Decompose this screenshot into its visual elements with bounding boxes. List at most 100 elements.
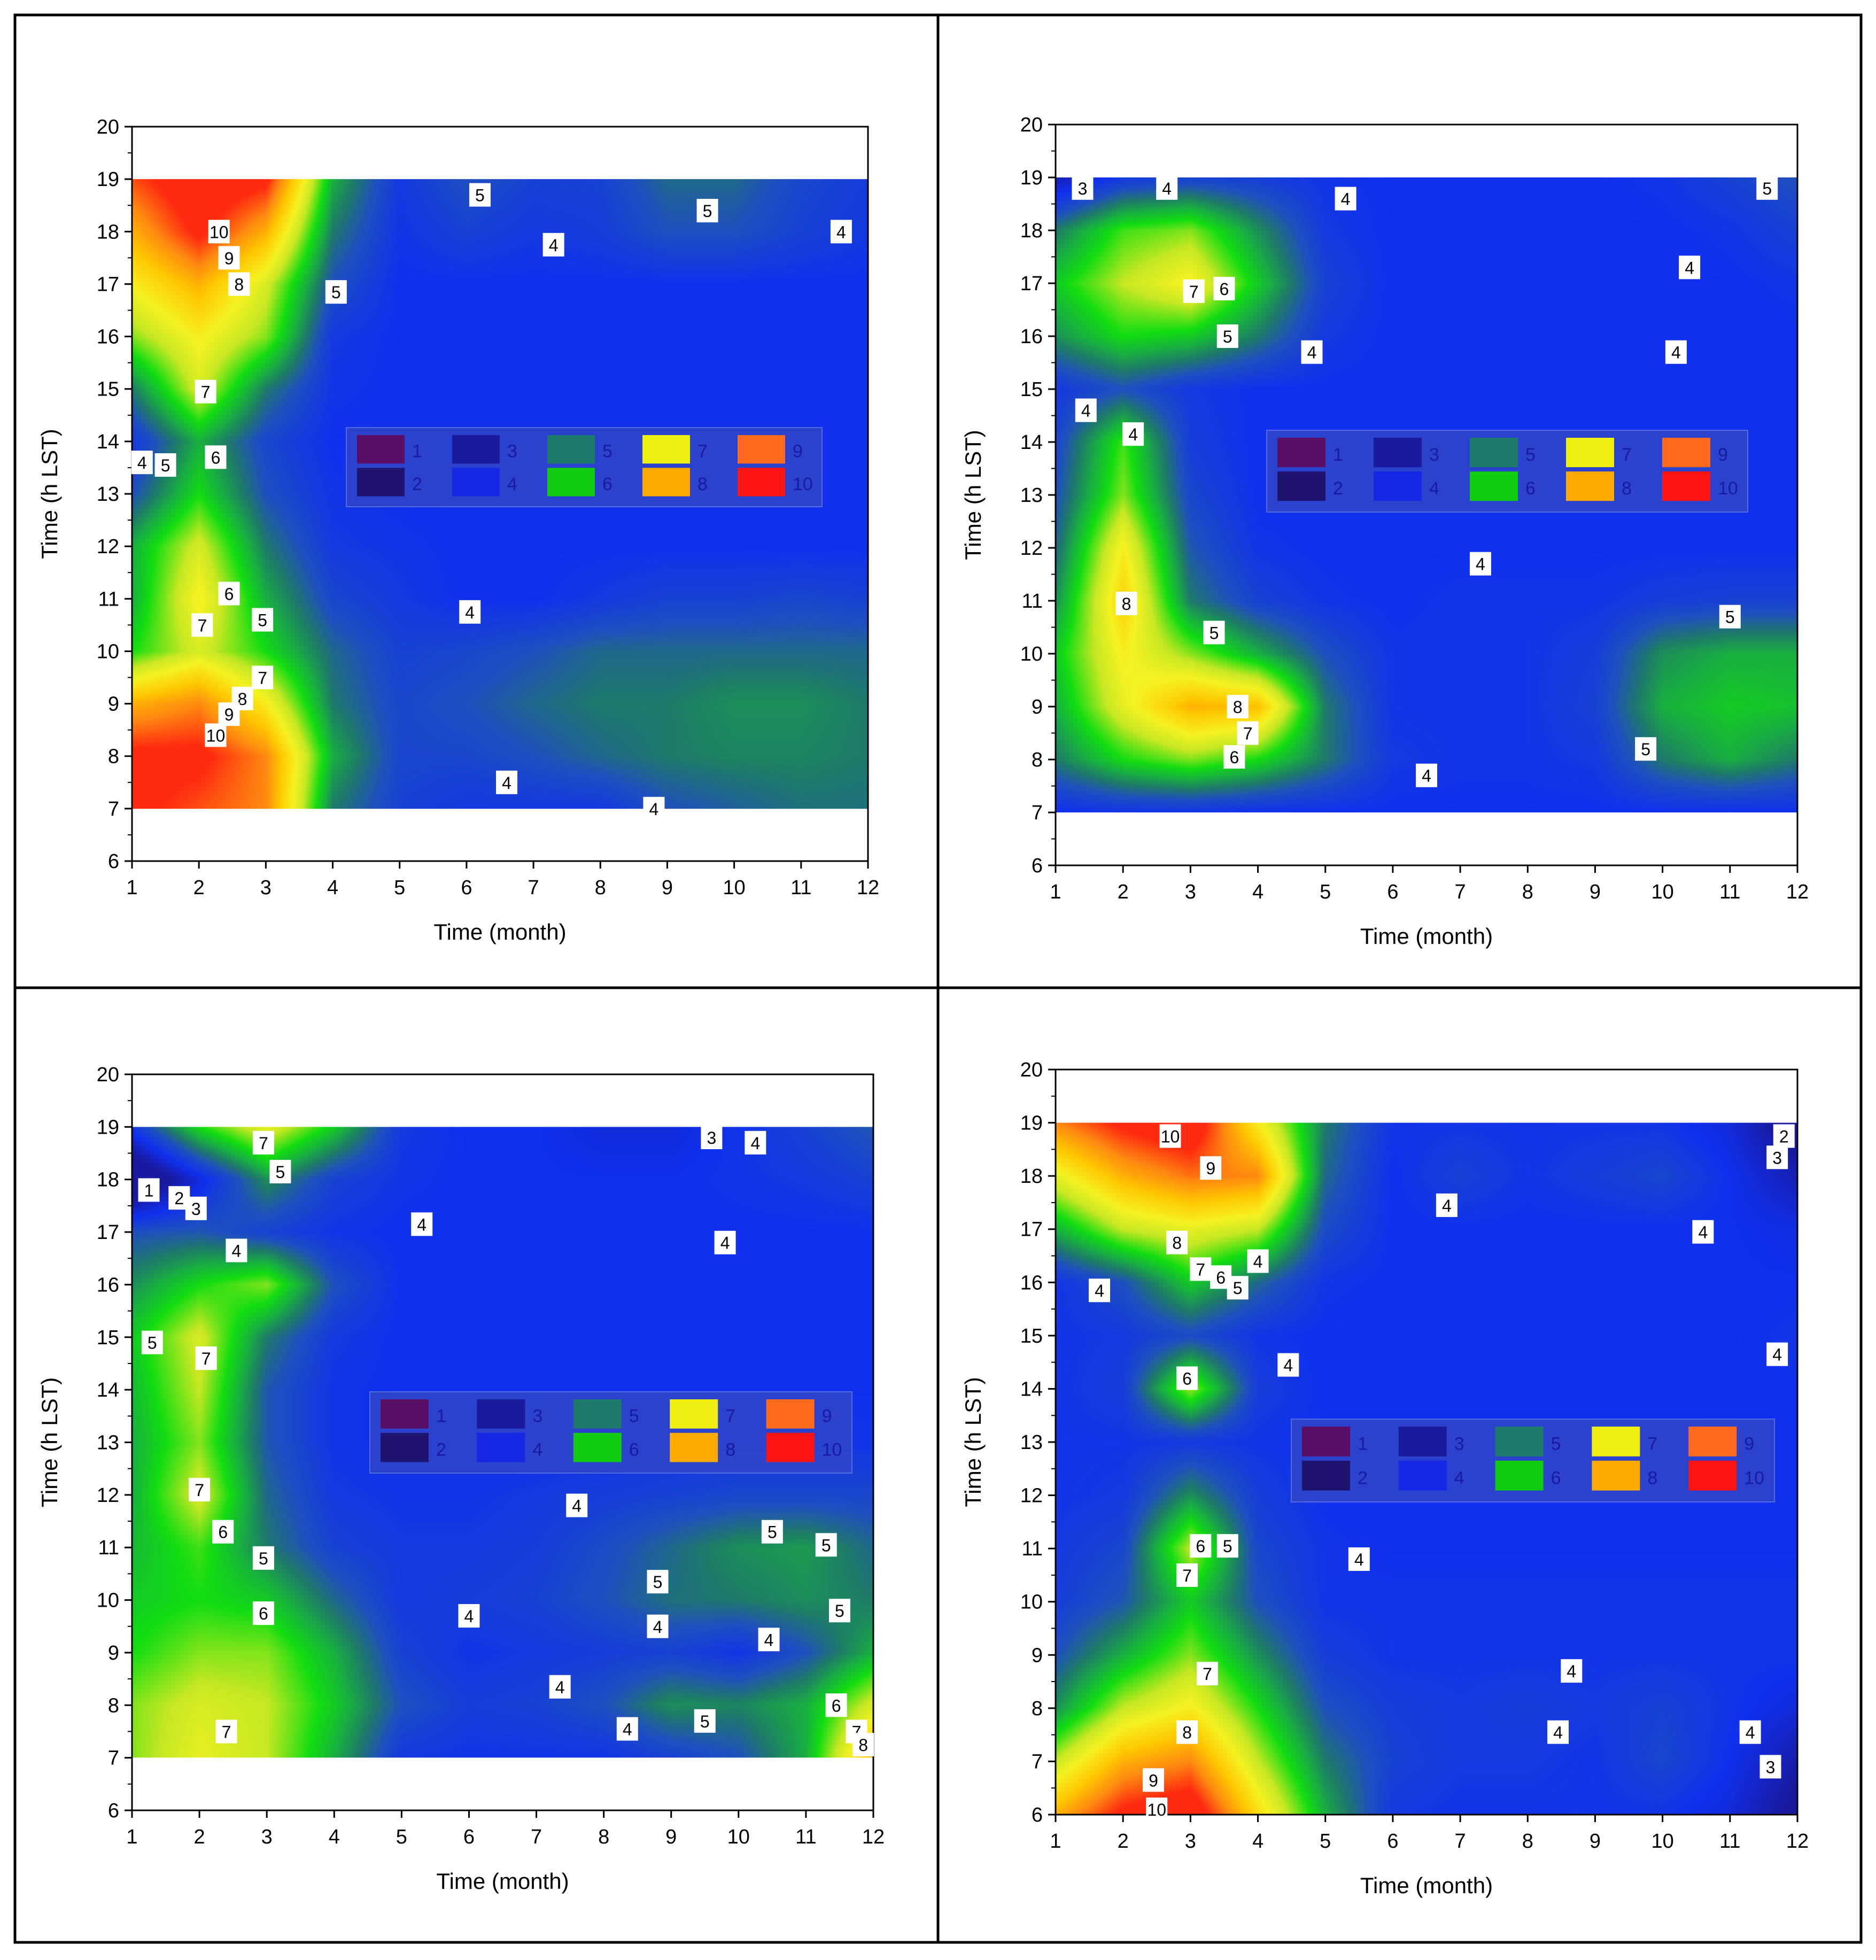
- y-tick-label: 8: [1032, 1698, 1043, 1720]
- legend-swatch: [1566, 471, 1614, 501]
- contour-label-box: [1348, 1547, 1370, 1571]
- y-tick-label: 7: [1032, 802, 1043, 824]
- legend-label: 3: [1454, 1434, 1464, 1454]
- legend-swatch: [1398, 1460, 1447, 1491]
- legend-swatch: [738, 468, 785, 497]
- contour-label-text: 9: [224, 705, 234, 724]
- contour-label: 6: [252, 1601, 274, 1625]
- contour-label: 5: [154, 453, 176, 477]
- contour-label: 4: [758, 1628, 780, 1652]
- legend-label: 2: [1358, 1468, 1368, 1488]
- legend-label: 2: [1333, 478, 1343, 499]
- x-axis-label: Time (month): [1360, 1873, 1493, 1898]
- legend-swatch: [1662, 438, 1710, 468]
- contour-label-text: 4: [572, 1497, 582, 1516]
- contour-label-box: [208, 220, 230, 244]
- legend-swatch: [1592, 1460, 1640, 1491]
- contour-label: 4: [1348, 1547, 1370, 1571]
- contour-label: 7: [195, 1346, 217, 1370]
- y-tick-label: 14: [97, 431, 119, 453]
- contour-label: 5: [1216, 324, 1238, 348]
- contour-label-box: [252, 1601, 274, 1625]
- x-tick-label: 9: [665, 1826, 677, 1848]
- contour-label-box: [218, 702, 240, 726]
- contour-label: 4: [131, 451, 153, 475]
- y-tick-label: 12: [97, 1484, 119, 1507]
- contour-label-box: [1122, 422, 1144, 446]
- x-tick-label: 10: [1651, 881, 1673, 903]
- contour-label-box: [218, 246, 240, 270]
- y-axis-label: Time (h LST): [960, 1377, 986, 1507]
- y-tick-label: 20: [1020, 114, 1043, 136]
- legend-swatch: [1302, 1427, 1350, 1457]
- contour-label-box: [1089, 1279, 1111, 1303]
- y-tick-label: 15: [97, 1327, 119, 1349]
- contour-label: 7: [191, 613, 213, 637]
- contour-label: 3: [701, 1126, 723, 1150]
- contour-label-text: 4: [465, 603, 475, 622]
- contour-label: 7: [1183, 279, 1205, 303]
- legend-label: 8: [725, 1439, 735, 1460]
- contour-label: 5: [1216, 1534, 1238, 1558]
- contour-label: 4: [1692, 1220, 1714, 1244]
- contour-label-box: [1223, 745, 1245, 769]
- contour-label-box: [761, 1520, 783, 1544]
- contour-label-text: 4: [1081, 401, 1091, 421]
- legend-label: 5: [629, 1406, 639, 1427]
- contour-label-text: 9: [224, 249, 234, 268]
- contour-label: 4: [226, 1238, 247, 1262]
- contour-label-box: [1416, 763, 1437, 787]
- contour-label: 6: [825, 1693, 847, 1717]
- contour-label-box: [1679, 255, 1701, 280]
- y-tick-label: 9: [1032, 696, 1043, 718]
- legend-swatch: [477, 1399, 525, 1429]
- y-tick-label: 18: [97, 1169, 119, 1191]
- y-tick-label: 11: [1022, 1538, 1043, 1560]
- x-tick-label: 7: [1455, 881, 1466, 903]
- contour-label-box: [745, 1130, 766, 1155]
- y-tick-label: 15: [97, 378, 119, 401]
- x-tick-label: 11: [795, 1826, 816, 1848]
- contour-label-text: 4: [1698, 1223, 1708, 1242]
- contour-label-text: 6: [211, 448, 221, 467]
- contour-label-text: 3: [191, 1199, 201, 1219]
- x-axis-label: Time (month): [1360, 924, 1493, 949]
- contour-label: 4: [1156, 176, 1178, 200]
- contour-label-text: 4: [1476, 555, 1485, 574]
- contour-label-box: [458, 1604, 480, 1628]
- legend-label: 5: [1551, 1434, 1561, 1454]
- x-tick-label: 6: [1387, 881, 1398, 903]
- y-tick-label: 19: [97, 1116, 119, 1138]
- legend-label: 9: [1744, 1434, 1754, 1454]
- contour-label-text: 8: [1172, 1234, 1182, 1253]
- contour-label-text: 5: [1725, 608, 1735, 627]
- legend-swatch: [1688, 1427, 1737, 1457]
- y-tick-label: 14: [1020, 431, 1043, 454]
- contour-label-text: 7: [1189, 282, 1199, 301]
- contour-label-box: [1176, 1720, 1198, 1744]
- legend: 1 2 3 4 5 6 7 8 9 10: [369, 1391, 852, 1474]
- contour-label-box: [1766, 1342, 1788, 1366]
- contour-label: 10: [208, 220, 230, 244]
- contour-label-text: 4: [1772, 1345, 1782, 1365]
- contour-label-text: 4: [417, 1215, 427, 1234]
- contour-label-text: 5: [259, 1549, 268, 1568]
- contour-label-box: [647, 1614, 669, 1638]
- legend: 1 2 3 4 5 6 7 8 9 10: [1266, 430, 1748, 513]
- y-tick-label: 7: [1032, 1750, 1043, 1773]
- legend-label: 7: [1622, 445, 1632, 465]
- legend-label: 7: [697, 441, 708, 462]
- legend-swatch: [1470, 471, 1518, 501]
- contour-label-text: 8: [1233, 698, 1243, 717]
- contour-label: 3: [1759, 1755, 1781, 1779]
- contour-label-box: [1190, 1257, 1212, 1281]
- x-tick-label: 8: [598, 1826, 609, 1848]
- contour-label-text: 7: [1243, 724, 1253, 743]
- legend-swatch: [547, 468, 595, 497]
- contour-label-text: 4: [1162, 179, 1172, 198]
- contour-label-text: 4: [1128, 425, 1138, 444]
- contour-label-text: 4: [1442, 1196, 1452, 1215]
- contour-label-box: [252, 665, 274, 690]
- contour-label-box: [138, 1178, 160, 1202]
- contour-label: 4: [647, 1614, 669, 1638]
